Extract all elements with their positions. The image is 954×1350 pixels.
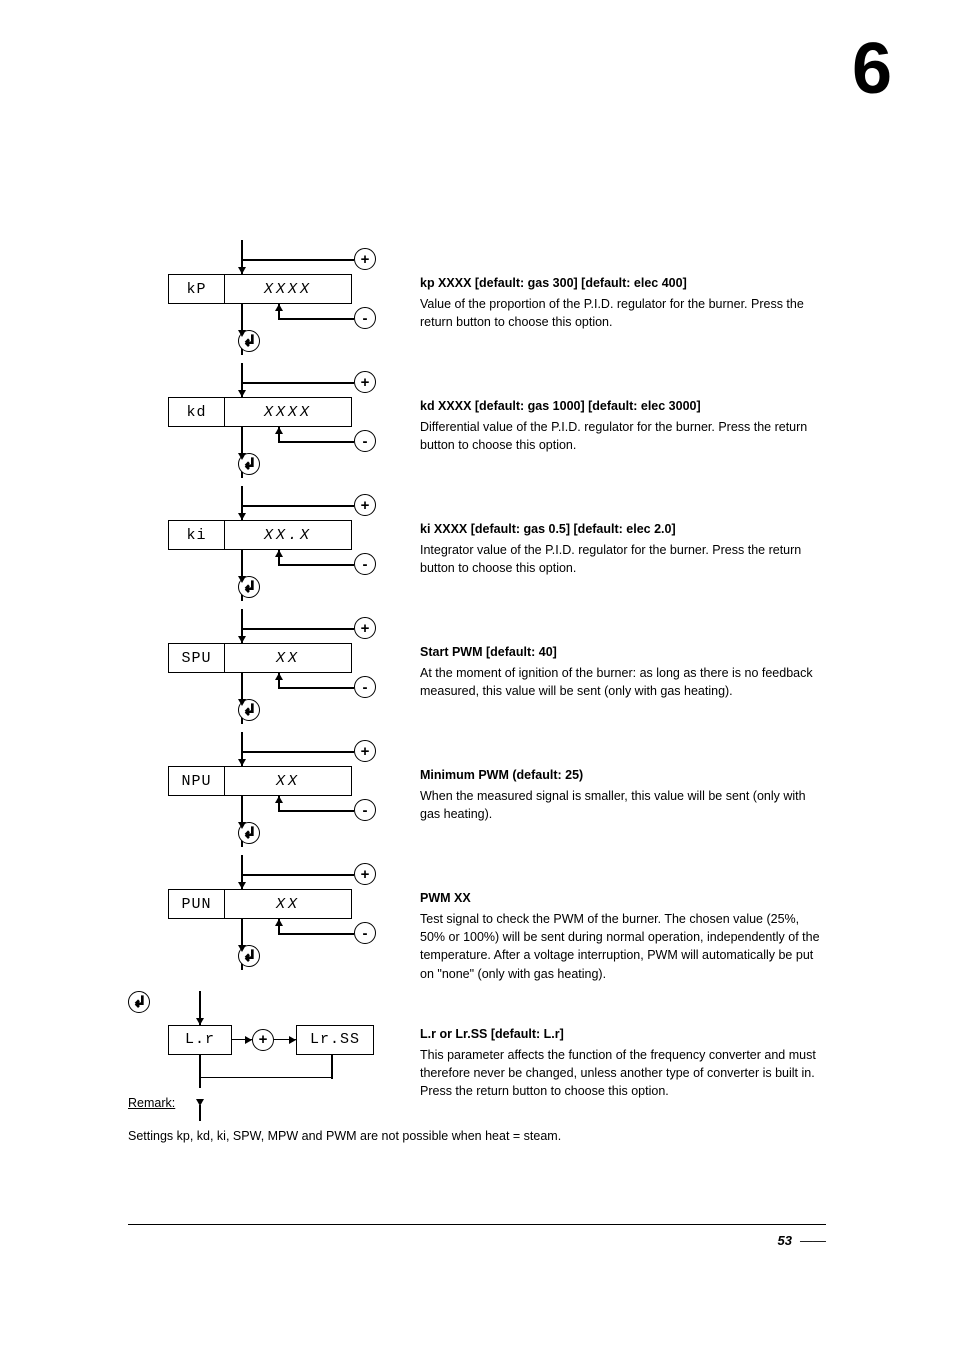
param-body: Value of the proportion of the P.I.D. re… (420, 295, 826, 331)
node-value: XXXX (225, 398, 351, 426)
node-box: kP XXXX (168, 274, 352, 304)
node-code: PUN (169, 890, 225, 918)
row-3: + SPU XX - Start PWM [default: 40] At th… (128, 609, 826, 724)
param-body: When the measured signal is smaller, thi… (420, 787, 826, 823)
node-box: PUN XX (168, 889, 352, 919)
node-box: ki XX.X (168, 520, 352, 550)
footer-dash: —— (800, 1233, 826, 1248)
node-box-lrss: Lr.SS (296, 1025, 374, 1055)
plus-icon: + (354, 248, 376, 270)
node-box: kd XXXX (168, 397, 352, 427)
flow-node: + kP XXXX - (128, 240, 398, 355)
remark-text: Settings kp, kd, ki, SPW, MPW and PWM ar… (128, 1129, 561, 1143)
node-code: NPU (169, 767, 225, 795)
param-heading: PWM XX (420, 889, 826, 907)
param-heading: Start PWM [default: 40] (420, 643, 826, 661)
row-1: + kd XXXX - kd XXXX [default: gas 1000] … (128, 363, 826, 478)
remark-label: Remark: (128, 1094, 826, 1113)
page-number: 53 (778, 1233, 792, 1248)
param-heading: kp XXXX [default: gas 300] [default: ele… (420, 274, 826, 292)
minus-icon: - (354, 307, 376, 329)
param-heading: Minimum PWM (default: 25) (420, 766, 826, 784)
param-heading: L.r or Lr.SS [default: L.r] (420, 1025, 826, 1043)
node-value: XXXX (225, 275, 351, 303)
minus-icon: - (354, 553, 376, 575)
plus-icon: + (354, 617, 376, 639)
row-4: + NPU XX - Minimum PWM (default: 25) Whe… (128, 732, 826, 847)
flow-node: + PUN XX - (128, 855, 398, 970)
param-body: Differential value of the P.I.D. regulat… (420, 418, 826, 454)
row-2: + ki XX.X - ki XXXX [default: gas 0.5] [… (128, 486, 826, 601)
node-value: XX (225, 890, 351, 918)
plus-icon: + (354, 371, 376, 393)
minus-icon: - (354, 799, 376, 821)
param-body: At the moment of ignition of the burner:… (420, 664, 826, 700)
node-value: XX.X (225, 521, 351, 549)
page-footer: 53 —— (128, 1224, 826, 1248)
param-body: This parameter affects the function of t… (420, 1046, 826, 1100)
node-code: kP (169, 275, 225, 303)
flow-node: + ki XX.X - (128, 486, 398, 601)
content-area: + kP XXXX - kp XXXX [default: gas 300] [… (128, 240, 826, 1139)
param-body: Integrator value of the P.I.D. regulator… (420, 541, 826, 577)
plus-icon: + (354, 740, 376, 762)
node-box: NPU XX (168, 766, 352, 796)
node-code: kd (169, 398, 225, 426)
row-5: + PUN XX - PWM XX Test signal to check t… (128, 855, 826, 983)
plus-icon: + (354, 863, 376, 885)
flow-node: + SPU XX - (128, 609, 398, 724)
param-body: Test signal to check the PWM of the burn… (420, 910, 826, 983)
node-code: ki (169, 521, 225, 549)
flow-node: + NPU XX - (128, 732, 398, 847)
minus-icon: - (354, 676, 376, 698)
node-box: SPU XX (168, 643, 352, 673)
minus-icon: - (354, 922, 376, 944)
row-0: + kP XXXX - kp XXXX [default: gas 300] [… (128, 240, 826, 355)
plus-icon: + (354, 494, 376, 516)
enter-icon (128, 991, 150, 1013)
node-value: XX (225, 767, 351, 795)
minus-icon: - (354, 430, 376, 452)
node-value: XX (225, 644, 351, 672)
param-heading: kd XXXX [default: gas 1000] [default: el… (420, 397, 826, 415)
remark-section: Remark: Settings kp, kd, ki, SPW, MPW an… (128, 1094, 826, 1146)
plus-icon: + (252, 1029, 274, 1051)
node-code: SPU (169, 644, 225, 672)
chapter-number: 6 (852, 28, 892, 110)
node-box-lr: L.r (168, 1025, 232, 1055)
param-heading: ki XXXX [default: gas 0.5] [default: ele… (420, 520, 826, 538)
flow-node: + kd XXXX - (128, 363, 398, 478)
